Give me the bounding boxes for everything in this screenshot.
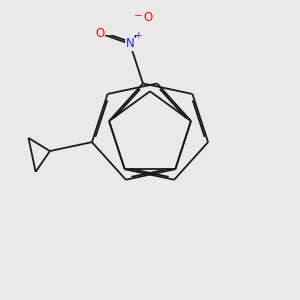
Text: −: − bbox=[134, 11, 143, 21]
Text: O: O bbox=[144, 11, 153, 24]
Text: N: N bbox=[126, 38, 134, 50]
Text: +: + bbox=[134, 31, 141, 40]
Text: O: O bbox=[95, 27, 104, 40]
